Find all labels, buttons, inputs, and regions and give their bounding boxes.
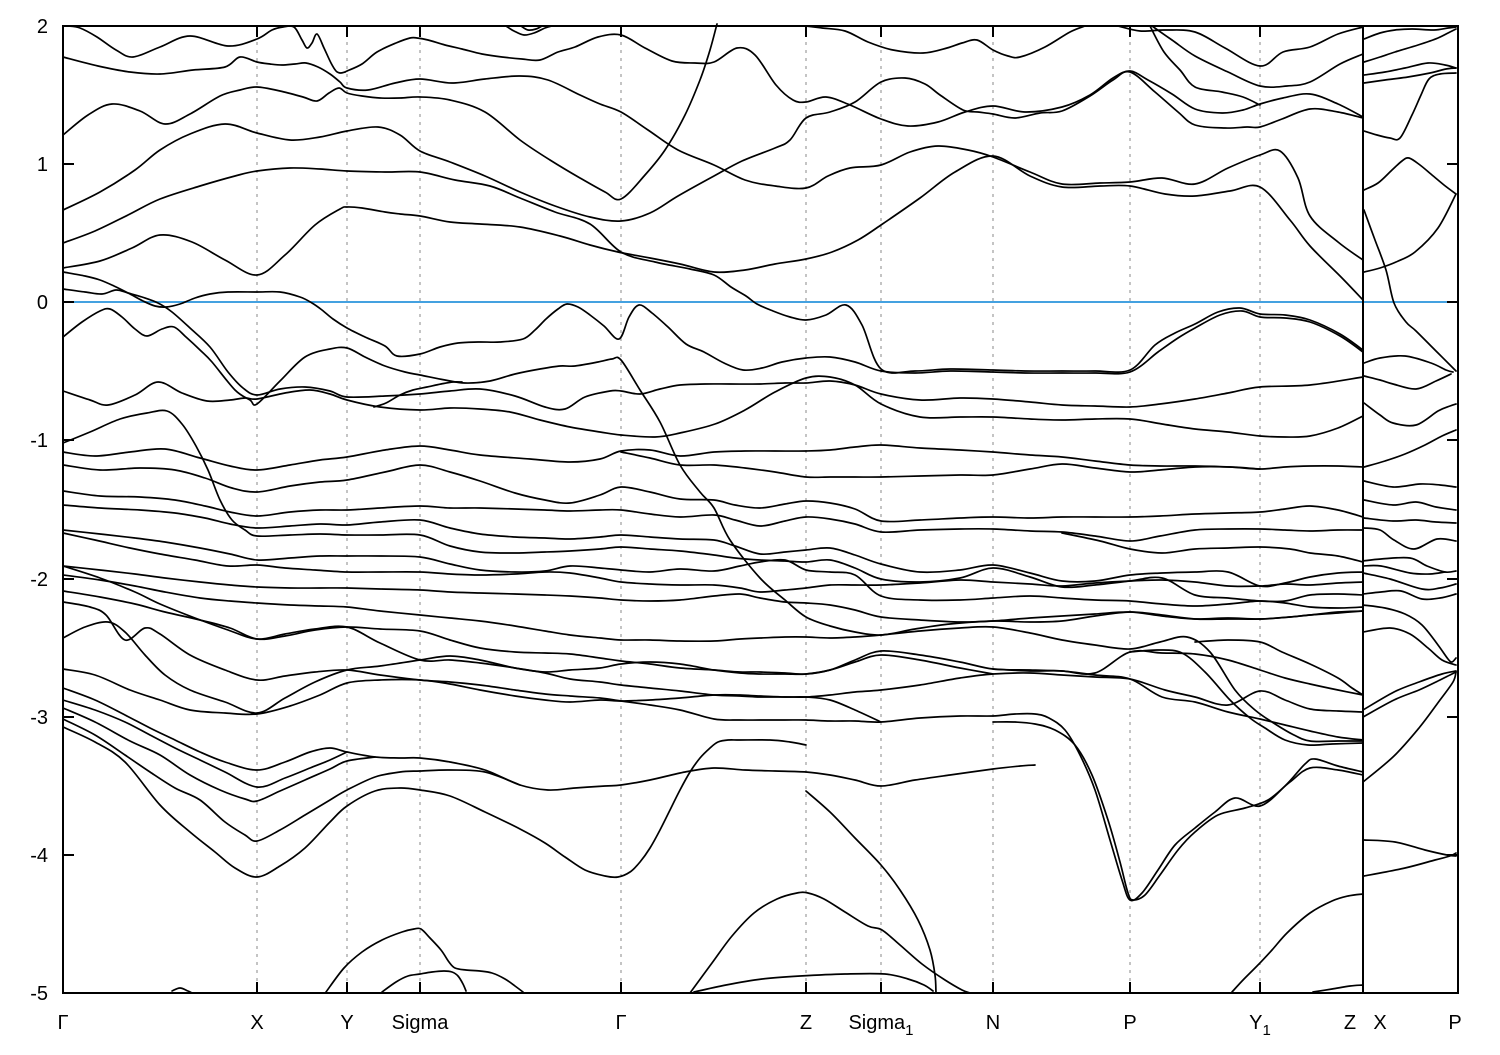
svg-text:X: X — [250, 1012, 263, 1034]
svg-text:0: 0 — [37, 292, 48, 314]
svg-text:1: 1 — [37, 154, 48, 176]
svg-text:X: X — [1373, 1012, 1386, 1034]
svg-text:-1: -1 — [30, 430, 48, 452]
svg-text:-2: -2 — [30, 569, 48, 591]
svg-text:Z: Z — [800, 1012, 812, 1034]
svg-text:P: P — [1448, 1012, 1461, 1034]
svg-text:2: 2 — [37, 16, 48, 38]
svg-text:Sigma: Sigma — [392, 1012, 450, 1034]
svg-text:-5: -5 — [30, 983, 48, 1005]
svg-text:-3: -3 — [30, 707, 48, 729]
svg-text:-4: -4 — [30, 845, 48, 867]
svg-text:Γ: Γ — [615, 1012, 626, 1034]
svg-text:Γ: Γ — [57, 1012, 68, 1034]
svg-text:Y: Y — [340, 1012, 353, 1034]
svg-text:Z: Z — [1344, 1012, 1356, 1034]
svg-text:P: P — [1123, 1012, 1136, 1034]
svg-text:N: N — [986, 1012, 1000, 1034]
